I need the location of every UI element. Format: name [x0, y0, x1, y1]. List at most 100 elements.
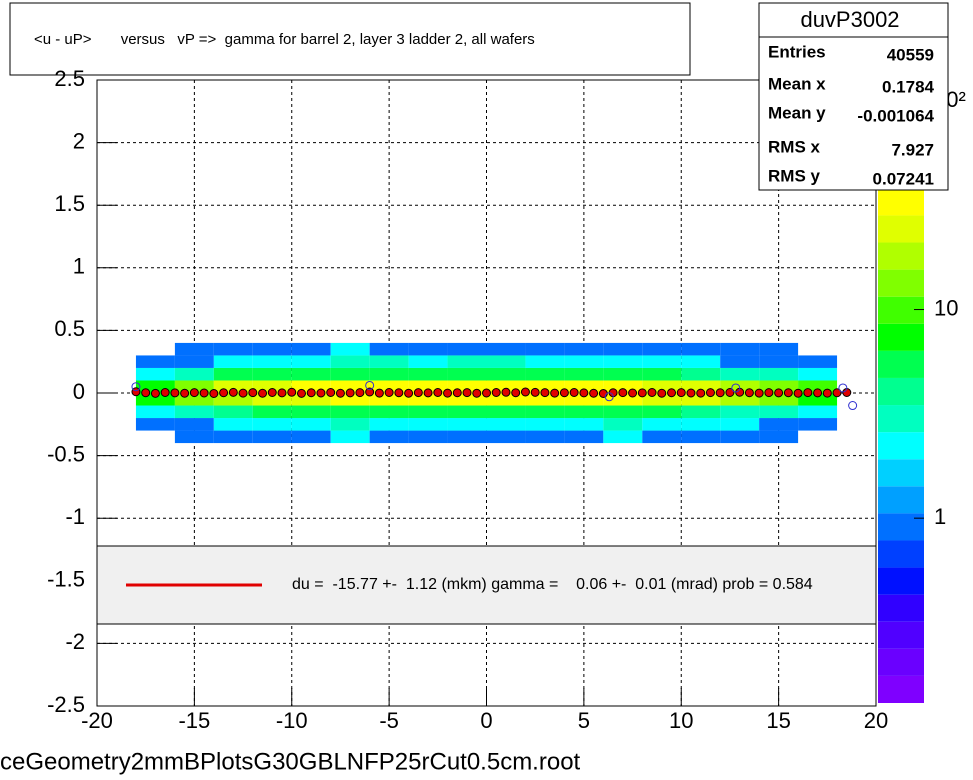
cell [759, 430, 799, 444]
y-tick-label: 1.5 [54, 191, 85, 216]
cell [720, 405, 760, 419]
outlier-point [604, 392, 614, 402]
x-tick-label: 5 [578, 708, 590, 733]
profile-point [150, 388, 160, 398]
cell [330, 418, 370, 431]
profile-point [258, 388, 268, 398]
cell [642, 342, 682, 356]
cell [603, 355, 643, 368]
cell [564, 367, 604, 381]
outlier-point [365, 380, 375, 390]
profile-point [822, 388, 832, 398]
cell [525, 405, 565, 419]
cell [408, 418, 448, 431]
profile-point [355, 388, 365, 398]
cell [447, 355, 487, 368]
title-box [9, 2, 691, 76]
profile-point [569, 387, 579, 397]
profile-point [404, 388, 414, 398]
x-tick-label: 20 [864, 708, 888, 733]
palette-swatch [878, 350, 924, 378]
cell [525, 430, 565, 444]
cell [291, 342, 331, 356]
stat-label: Mean x [768, 74, 826, 93]
palette-swatch [878, 188, 924, 216]
cell [681, 430, 721, 444]
stat-value: -0.001064 [857, 106, 934, 125]
profile-point [803, 388, 813, 398]
profile-point [277, 388, 287, 398]
cell [135, 418, 175, 431]
cell [174, 405, 214, 419]
cell [135, 367, 175, 381]
x-tick-label: 10 [669, 708, 693, 733]
cell [291, 355, 331, 368]
profile-point [520, 387, 530, 397]
cell [525, 418, 565, 431]
cell [408, 405, 448, 419]
cell [408, 342, 448, 356]
cell [486, 367, 526, 381]
stat-value: 7.927 [891, 140, 934, 159]
cell [759, 355, 799, 368]
footer: ceGeometry2mmBPlotsG30GBLNFP25rCut0.5cm.… [0, 748, 581, 775]
profile-point [667, 388, 677, 398]
profile-point [287, 387, 297, 397]
cell [798, 405, 838, 419]
cell [486, 418, 526, 431]
cell [369, 430, 409, 444]
profile-point [170, 388, 180, 398]
cell [252, 355, 292, 368]
profile-point [754, 388, 764, 398]
z-tick-label: 10 [934, 295, 958, 320]
cell [447, 342, 487, 356]
chart-title: <u - uP> versus vP => gamma for barrel 2… [34, 31, 535, 48]
palette-swatch [878, 242, 924, 270]
outlier-point [848, 401, 858, 411]
profile-point [744, 388, 754, 398]
profile-point [374, 388, 384, 398]
cell [564, 355, 604, 368]
profile-point [482, 388, 491, 398]
profile-point [774, 388, 784, 398]
cell [642, 405, 682, 419]
cell [720, 367, 760, 381]
profile-point [676, 388, 686, 398]
cell [369, 342, 409, 356]
cell [252, 342, 292, 356]
profile-point [462, 388, 472, 398]
outlier-point [731, 383, 741, 393]
cell [525, 367, 565, 381]
palette-swatch [878, 540, 924, 568]
cell [603, 430, 643, 444]
palette-swatch [878, 567, 924, 595]
cell [213, 342, 253, 356]
x-tick-label: -20 [81, 708, 113, 733]
cell [252, 418, 292, 431]
cell [291, 418, 331, 431]
profile-point [443, 388, 453, 398]
profile-point [228, 387, 238, 397]
cell [447, 430, 487, 444]
palette-swatch [878, 459, 924, 487]
profile-point [813, 388, 823, 398]
palette-swatch [878, 621, 924, 649]
stat-label: RMS x [768, 137, 821, 156]
cell [174, 367, 214, 381]
palette-swatch [878, 675, 924, 703]
outlier-point [838, 383, 848, 393]
palette-swatch [878, 269, 924, 297]
y-tick-label: 0 [73, 379, 85, 404]
palette-swatch [878, 215, 924, 243]
profile-point [306, 388, 316, 398]
cell [252, 367, 292, 381]
profile-point [628, 388, 638, 398]
cell [408, 355, 448, 368]
cell [564, 418, 604, 431]
profile-point [637, 388, 647, 398]
cell [213, 367, 253, 381]
cell [603, 418, 643, 431]
cell [447, 418, 487, 431]
profile-point [365, 387, 375, 397]
